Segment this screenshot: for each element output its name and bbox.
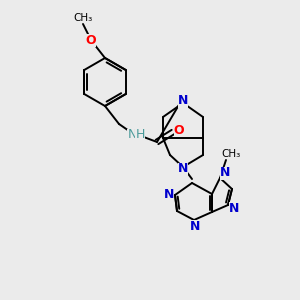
Text: CH₃: CH₃ bbox=[74, 13, 93, 23]
Text: N: N bbox=[178, 163, 188, 176]
Text: N: N bbox=[229, 202, 239, 214]
Text: O: O bbox=[86, 34, 96, 46]
Text: H: H bbox=[135, 128, 145, 142]
Text: N: N bbox=[164, 188, 174, 200]
Text: N: N bbox=[220, 167, 230, 179]
Text: N: N bbox=[178, 94, 188, 107]
Text: N: N bbox=[127, 128, 137, 142]
Text: CH₃: CH₃ bbox=[221, 149, 241, 159]
Text: O: O bbox=[174, 124, 184, 136]
Text: N: N bbox=[190, 220, 200, 232]
